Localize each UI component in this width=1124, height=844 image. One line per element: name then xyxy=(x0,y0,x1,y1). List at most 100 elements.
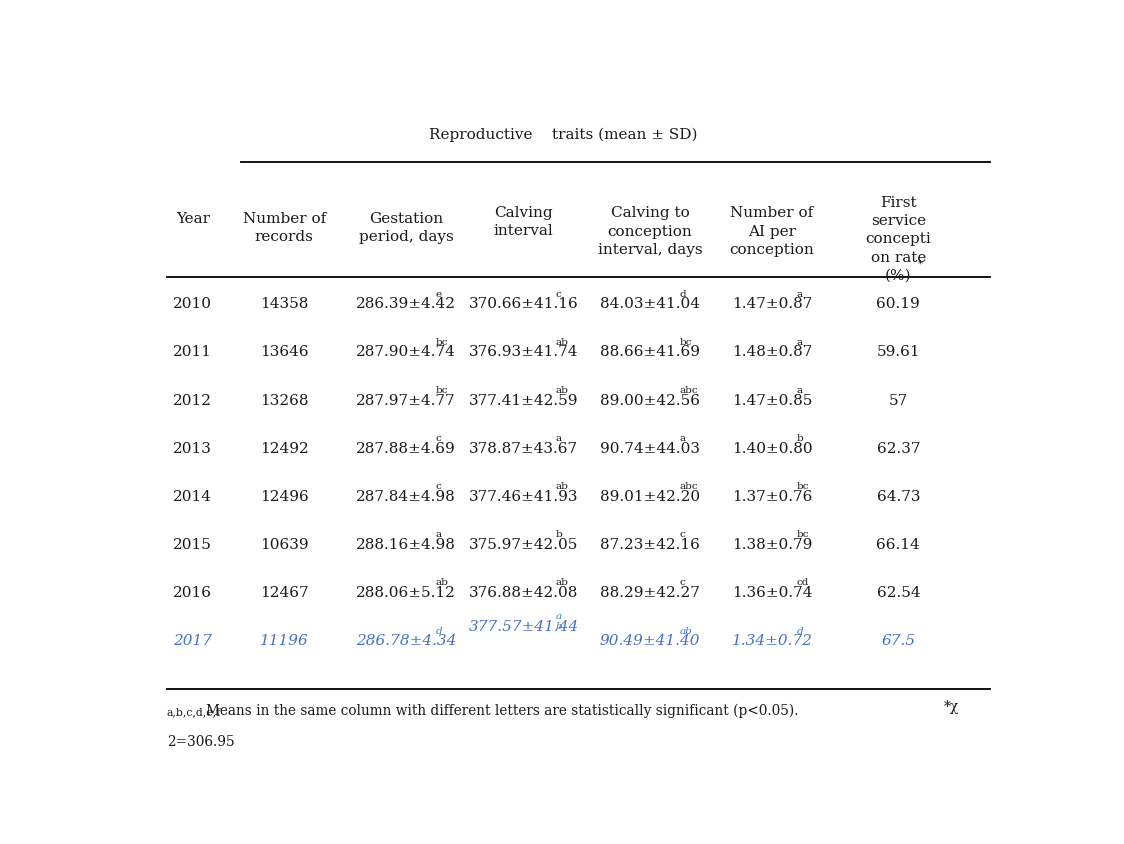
Text: *: * xyxy=(917,259,923,268)
Text: 62.54: 62.54 xyxy=(877,586,921,599)
Text: 287.97±4.77: 287.97±4.77 xyxy=(356,393,456,407)
Text: bc: bc xyxy=(797,482,809,490)
Text: 88.66±41.69: 88.66±41.69 xyxy=(600,345,700,359)
Text: Gestation
period, days: Gestation period, days xyxy=(359,212,454,244)
Text: 1.47±0.87: 1.47±0.87 xyxy=(732,297,813,311)
Text: 90.49±41.40: 90.49±41.40 xyxy=(600,634,700,647)
Text: 377.57±41.44: 377.57±41.44 xyxy=(469,619,579,633)
Text: bc: bc xyxy=(680,338,692,346)
Text: 376.88±42.08: 376.88±42.08 xyxy=(469,586,579,599)
Text: 14358: 14358 xyxy=(260,297,308,311)
Text: 2014: 2014 xyxy=(173,490,212,503)
Text: 64.73: 64.73 xyxy=(877,490,921,503)
Text: 2017: 2017 xyxy=(173,634,212,647)
Text: a: a xyxy=(556,612,562,620)
Text: Reproductive    traits (mean ± SD): Reproductive traits (mean ± SD) xyxy=(428,128,697,143)
Text: 1.47±0.85: 1.47±0.85 xyxy=(732,393,813,407)
Text: c: c xyxy=(436,482,442,490)
Text: c: c xyxy=(436,434,442,442)
Text: 57: 57 xyxy=(889,393,908,407)
Text: 288.06±5.12: 288.06±5.12 xyxy=(356,586,456,599)
Text: ab: ab xyxy=(556,386,569,394)
Text: 1.36±0.74: 1.36±0.74 xyxy=(732,586,813,599)
Text: abc: abc xyxy=(680,482,698,490)
Text: 287.88±4.69: 287.88±4.69 xyxy=(356,441,456,455)
Text: c: c xyxy=(680,578,686,587)
Text: 1.37±0.76: 1.37±0.76 xyxy=(732,490,813,503)
Text: bc: bc xyxy=(797,530,809,538)
Text: Number of
records: Number of records xyxy=(243,212,326,244)
Text: 59.61: 59.61 xyxy=(877,345,921,359)
Text: 286.78±4.34: 286.78±4.34 xyxy=(356,634,456,647)
Text: a: a xyxy=(556,434,562,442)
Text: 287.84±4.98: 287.84±4.98 xyxy=(356,490,456,503)
Text: b: b xyxy=(556,530,563,538)
Text: 84.03±41.04: 84.03±41.04 xyxy=(600,297,700,311)
Text: 377.46±41.93: 377.46±41.93 xyxy=(469,490,579,503)
Text: c: c xyxy=(556,289,562,298)
Text: a: a xyxy=(680,434,686,442)
Text: 378.87±43.67: 378.87±43.67 xyxy=(469,441,579,455)
Text: Number of
AI per
conception: Number of AI per conception xyxy=(729,206,815,257)
Text: a: a xyxy=(797,386,803,394)
Text: a,b,c,d,e,f: a,b,c,d,e,f xyxy=(166,706,221,716)
Text: abc: abc xyxy=(680,386,698,394)
Text: c: c xyxy=(680,530,686,538)
Text: ab: ab xyxy=(556,578,569,587)
Text: 375.97±42.05: 375.97±42.05 xyxy=(469,538,579,551)
Text: 62.37: 62.37 xyxy=(877,441,921,455)
Text: bc: bc xyxy=(436,386,448,394)
Text: a: a xyxy=(436,530,442,538)
Text: Means in the same column with different letters are statistically significant (p: Means in the same column with different … xyxy=(206,703,798,717)
Text: 287.90±4.74: 287.90±4.74 xyxy=(356,345,456,359)
Text: 1.48±0.87: 1.48±0.87 xyxy=(732,345,813,359)
Text: bc: bc xyxy=(436,338,448,346)
Text: 12492: 12492 xyxy=(260,441,309,455)
Text: 60.19: 60.19 xyxy=(877,297,921,311)
Text: 13268: 13268 xyxy=(260,393,308,407)
Text: 288.16±4.98: 288.16±4.98 xyxy=(356,538,456,551)
Text: 376.93±41.74: 376.93±41.74 xyxy=(469,345,579,359)
Text: Calving
interval: Calving interval xyxy=(493,205,554,238)
Text: *χ: *χ xyxy=(944,699,959,713)
Text: d: d xyxy=(436,626,443,635)
Text: 2010: 2010 xyxy=(173,297,212,311)
Text: d: d xyxy=(797,626,804,635)
Text: Year: Year xyxy=(175,211,210,225)
Text: b: b xyxy=(556,621,562,630)
Text: Calving to
conception
interval, days: Calving to conception interval, days xyxy=(598,206,702,257)
Text: First
service
concepti
on rate
(%): First service concepti on rate (%) xyxy=(865,195,931,283)
Text: 12496: 12496 xyxy=(260,490,309,503)
Text: 2016: 2016 xyxy=(173,586,212,599)
Text: 1.40±0.80: 1.40±0.80 xyxy=(732,441,813,455)
Text: 1.38±0.79: 1.38±0.79 xyxy=(732,538,813,551)
Text: d: d xyxy=(680,289,687,298)
Text: b: b xyxy=(797,434,804,442)
Text: 89.00±42.56: 89.00±42.56 xyxy=(600,393,700,407)
Text: a: a xyxy=(797,289,803,298)
Text: 2011: 2011 xyxy=(173,345,212,359)
Text: 90.74±44.03: 90.74±44.03 xyxy=(600,441,700,455)
Text: 2=306.95: 2=306.95 xyxy=(166,734,234,749)
Text: a: a xyxy=(797,338,803,346)
Text: ab: ab xyxy=(556,482,569,490)
Text: 11196: 11196 xyxy=(260,634,309,647)
Text: cd: cd xyxy=(797,578,809,587)
Text: ab: ab xyxy=(556,338,569,346)
Text: 2015: 2015 xyxy=(173,538,212,551)
Text: 370.66±41.16: 370.66±41.16 xyxy=(469,297,579,311)
Text: ab: ab xyxy=(680,626,692,635)
Text: 12467: 12467 xyxy=(260,586,309,599)
Text: 10639: 10639 xyxy=(260,538,309,551)
Text: 87.23±42.16: 87.23±42.16 xyxy=(600,538,700,551)
Text: 89.01±42.20: 89.01±42.20 xyxy=(600,490,700,503)
Text: 67.5: 67.5 xyxy=(881,634,915,647)
Text: e: e xyxy=(436,289,442,298)
Text: 88.29±42.27: 88.29±42.27 xyxy=(600,586,700,599)
Text: 2012: 2012 xyxy=(173,393,212,407)
Text: 1.34±0.72: 1.34±0.72 xyxy=(732,634,813,647)
Text: 13646: 13646 xyxy=(260,345,309,359)
Text: 286.39±4.42: 286.39±4.42 xyxy=(356,297,456,311)
Text: 66.14: 66.14 xyxy=(877,538,921,551)
Text: ab: ab xyxy=(436,578,448,587)
